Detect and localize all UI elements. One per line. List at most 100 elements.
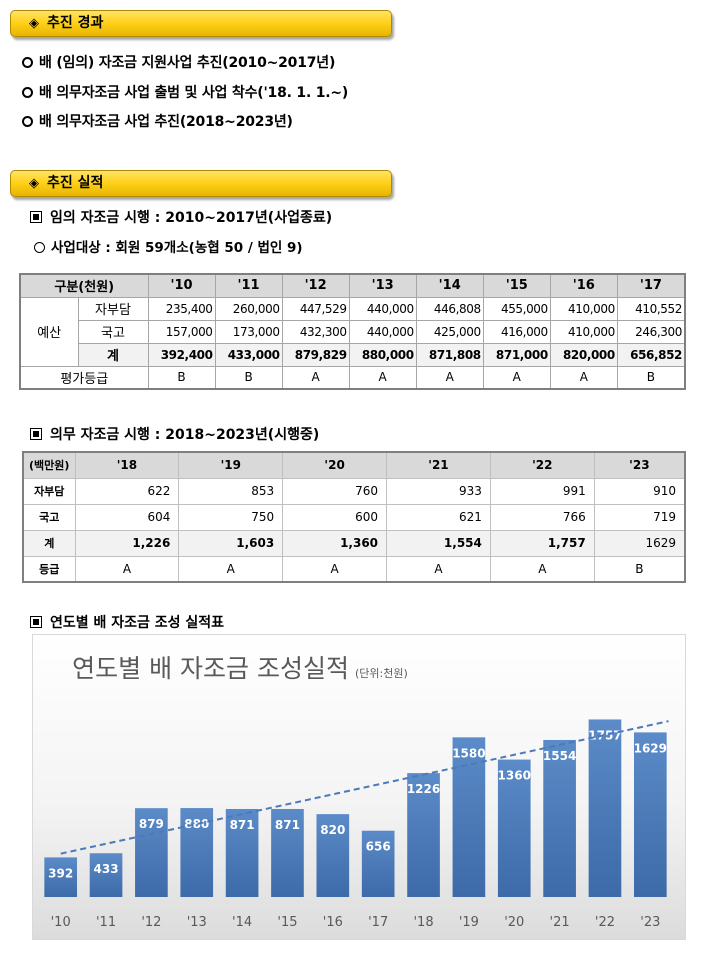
table-cell: 410,552 bbox=[616, 296, 686, 321]
table-row: 예산 자부담 235,400 260,000 447,529 440,000 4… bbox=[19, 296, 686, 367]
table-total-row: 계 392,400 433,000 879,829 880,000 871,80… bbox=[20, 342, 686, 367]
chart-bar bbox=[271, 808, 304, 897]
grade-cell: A bbox=[549, 365, 618, 390]
chart-bar bbox=[407, 773, 440, 897]
chart-x-tick-label: '14 bbox=[232, 915, 252, 930]
year-header: '23 bbox=[593, 451, 686, 479]
section-title: 추진 경과 bbox=[47, 15, 104, 31]
chart-x-tick-label: '22 bbox=[595, 915, 615, 930]
table-cell: 719 bbox=[593, 503, 686, 531]
table-cell: 991 bbox=[489, 477, 595, 505]
table-cell: 766 bbox=[489, 503, 595, 531]
square-bullet-icon bbox=[30, 211, 42, 223]
year-header: '21 bbox=[386, 451, 491, 479]
diamond-icon: ◈ bbox=[29, 16, 39, 31]
year-header: '18 bbox=[74, 451, 180, 479]
section-banner-results: ◈ 추진 실적 bbox=[10, 170, 392, 197]
grade-cell: A bbox=[482, 365, 551, 390]
year-header: '11 bbox=[214, 273, 283, 298]
chart-x-tick-label: '11 bbox=[96, 915, 116, 930]
square-bullet-icon bbox=[30, 428, 42, 440]
grade-cell: A bbox=[282, 555, 388, 583]
chart-trendline bbox=[60, 720, 669, 855]
table-cell: 1,757 bbox=[489, 529, 595, 557]
table-cell: 820,000 bbox=[549, 342, 618, 367]
circle-bullet-icon bbox=[22, 57, 33, 68]
chart-title-group: 연도별 배 자조금 조성실적 (단위:천원) bbox=[72, 654, 408, 683]
table-cell: 880,000 bbox=[348, 342, 417, 367]
table-cell: 1,226 bbox=[74, 529, 180, 557]
table-cell: 1,360 bbox=[282, 529, 388, 557]
table-cell: 446,808 bbox=[415, 296, 484, 321]
circle-bullet-icon bbox=[22, 116, 33, 127]
fund-chart: 연도별 배 자조금 조성실적 (단위:천원) 392 433 879 880 871 87… bbox=[32, 634, 686, 940]
grade-row: 평가등급 B B A A A A A B bbox=[19, 365, 686, 390]
chart-x-tick-label: '21 bbox=[550, 915, 570, 930]
chart-x-tick-label: '16 bbox=[323, 915, 343, 930]
grade-row: 등급 A A A A A B bbox=[22, 555, 686, 583]
table-total-row: 계 1,226 1,603 1,360 1,554 1,757 1629 bbox=[22, 529, 686, 557]
table-cell: 157,000 bbox=[147, 319, 216, 344]
grade-cell: B bbox=[616, 365, 686, 390]
table-cell: 760 bbox=[282, 477, 388, 505]
table-cell: 1,603 bbox=[178, 529, 284, 557]
chart-data-label: 880 bbox=[184, 817, 209, 831]
mandatory-fund-table: (백만원) '18 '19 '20 '21 '22 '23 자부담 622 85… bbox=[22, 451, 686, 583]
grade-cell: A bbox=[386, 555, 491, 583]
row-label: 국고 bbox=[77, 319, 149, 344]
chart-canvas: 연도별 배 자조금 조성실적 (단위:천원) 392 433 879 880 871 87… bbox=[33, 635, 685, 939]
table-cell: 750 bbox=[178, 503, 284, 531]
table-corner-header: (백만원) bbox=[22, 451, 76, 479]
table-cell: 440,000 bbox=[348, 319, 417, 344]
chart-data-label: 656 bbox=[366, 840, 391, 854]
chart-x-tick-label: '17 bbox=[368, 915, 388, 930]
table-cell: 433,000 bbox=[214, 342, 283, 367]
voluntary-fund-table: 구분(천원) '10 '11 '12 '13 '14 '15 '16 '17 예… bbox=[19, 273, 686, 390]
chart-data-label: 871 bbox=[275, 818, 300, 832]
grade-cell: A bbox=[281, 365, 350, 390]
table-cell: 1629 bbox=[593, 529, 686, 557]
progress-item: 배 의무자조금 사업 추진(2018~2023년) bbox=[22, 111, 293, 131]
grade-cell: A bbox=[348, 365, 417, 390]
chart-data-label: 392 bbox=[48, 866, 73, 880]
subsection-heading-voluntary: 임의 자조금 시행 : 2010~2017년(사업종료) bbox=[30, 207, 332, 227]
table-cell: 879,829 bbox=[281, 342, 350, 367]
circle-bullet-icon bbox=[22, 87, 33, 98]
chart-bar bbox=[452, 737, 486, 897]
table-header-row: (백만원) '18 '19 '20 '21 '22 '23 bbox=[22, 451, 686, 479]
row-label: 계 bbox=[22, 529, 76, 557]
chart-title: 연도별 배 자조금 조성실적 bbox=[72, 654, 349, 683]
table-cell: 933 bbox=[386, 477, 491, 505]
table-cell: 622 bbox=[74, 477, 180, 505]
chart-data-label: 1757 bbox=[588, 728, 621, 742]
chart-bar bbox=[633, 732, 667, 897]
subsection-heading-chart: 연도별 배 자조금 조성 실적표 bbox=[30, 612, 224, 632]
year-header: '20 bbox=[282, 451, 388, 479]
grade-cell: A bbox=[489, 555, 595, 583]
progress-item: 배 (임의) 자조금 지원사업 추진(2010~2017년) bbox=[22, 52, 335, 72]
chart-bar bbox=[588, 719, 622, 897]
table-corner-header: 구분(천원) bbox=[19, 273, 149, 298]
table-cell: 447,529 bbox=[281, 296, 350, 321]
table-cell: 416,000 bbox=[482, 319, 551, 344]
chart-data-label: 1360 bbox=[498, 769, 531, 783]
table-row: 국고 604 750 600 621 766 719 bbox=[22, 503, 686, 531]
table-cell: 910 bbox=[593, 477, 686, 505]
chart-x-tick-label: '18 bbox=[413, 915, 433, 930]
year-header: '10 bbox=[147, 273, 216, 298]
chart-bar bbox=[180, 808, 214, 897]
diamond-icon: ◈ bbox=[29, 176, 39, 191]
chart-bar bbox=[361, 830, 395, 897]
chart-data-label: 820 bbox=[320, 823, 345, 837]
grade-cell: B bbox=[147, 365, 216, 390]
chart-data-label: 433 bbox=[94, 862, 119, 876]
progress-item: 배 의무자조금 사업 출범 및 사업 착수('18. 1. 1.~) bbox=[22, 82, 348, 102]
chart-bar bbox=[543, 739, 576, 897]
chart-x-tick-label: '19 bbox=[459, 915, 479, 930]
chart-bar bbox=[316, 814, 350, 897]
section-banner-progress: ◈ 추진 경과 bbox=[10, 10, 392, 37]
table-row: 국고 157,000 173,000 432,300 440,000 425,0… bbox=[20, 319, 686, 344]
year-header: '17 bbox=[616, 273, 686, 298]
table-cell: 656,852 bbox=[616, 342, 686, 367]
row-label: 자부담 bbox=[77, 296, 149, 321]
